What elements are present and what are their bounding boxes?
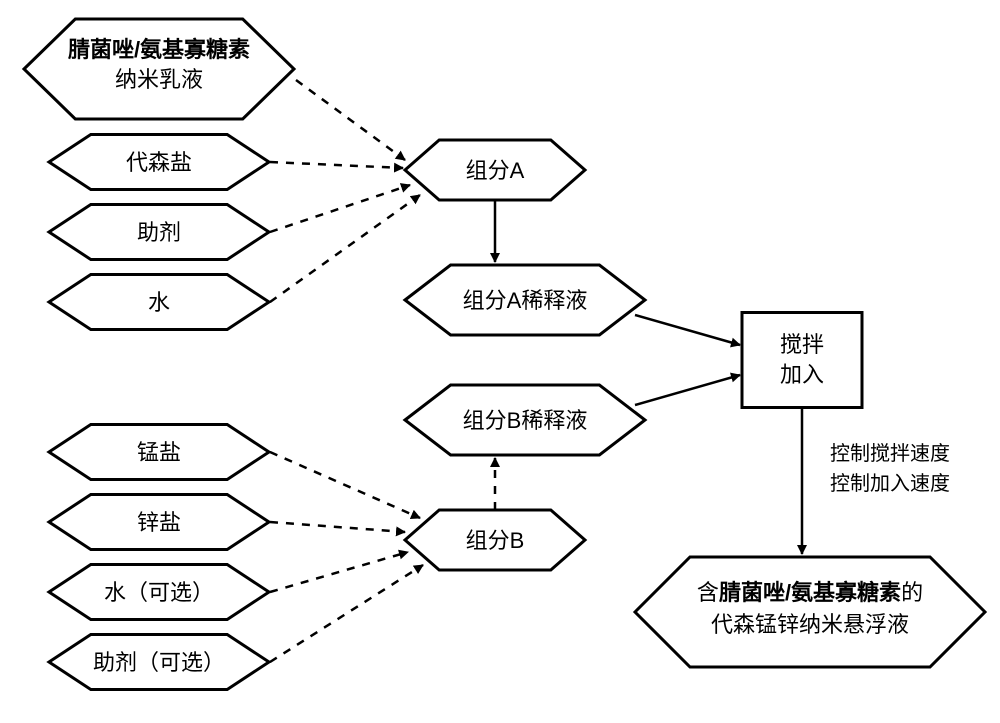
node-aux_opt: 助剂（可选） (49, 635, 269, 690)
node-label: 助剂（可选） (93, 650, 225, 675)
node-label: 含腈菌唑/氨基寡糖素的 (697, 580, 923, 605)
node-comp_b_dil: 组分B稀释液 (405, 385, 645, 455)
node-label: 加入 (780, 362, 824, 387)
edge (635, 315, 740, 345)
node-top_emulsion: 腈菌唑/氨基寡糖素纳米乳液 (24, 19, 294, 119)
node-comp_a_dil: 组分A稀释液 (405, 265, 645, 335)
edge (270, 522, 405, 532)
edge (270, 195, 420, 302)
node-label: 代森锰锌纳米悬浮液 (711, 612, 909, 637)
edge (270, 452, 420, 518)
edge (270, 162, 403, 168)
node-label: 搅拌 (780, 332, 824, 357)
edge-label: 控制加入速度 (830, 472, 950, 495)
node-label: 代森盐 (126, 150, 192, 175)
node-comp_a: 组分A (405, 140, 585, 200)
node-label: 水（可选） (104, 580, 214, 605)
node-label: 纳米乳液 (115, 67, 203, 92)
node-label: 组分B (466, 528, 525, 553)
edge (270, 552, 408, 592)
node-zn_salt: 锌盐 (49, 495, 269, 550)
node-label: 组分A (466, 158, 525, 183)
edge (296, 80, 405, 160)
node-label: 助剂 (137, 220, 181, 245)
node-stir: 搅拌加入 (742, 313, 862, 408)
node-label: 腈菌唑/氨基寡糖素 (68, 37, 250, 62)
edge (270, 185, 410, 232)
node-mn_salt: 锰盐 (49, 425, 269, 480)
node-auxiliary1: 助剂 (49, 205, 269, 260)
edge (270, 565, 423, 662)
node-comp_b: 组分B (405, 510, 585, 570)
node-water1: 水 (49, 275, 269, 330)
node-label: 锌盐 (137, 510, 181, 535)
node-label: 水 (148, 290, 170, 315)
node-label: 组分A稀释液 (463, 288, 588, 313)
node-daisen_salt: 代森盐 (49, 135, 269, 190)
node-result: 含腈菌唑/氨基寡糖素的代森锰锌纳米悬浮液 (635, 557, 985, 667)
edge-label: 控制搅拌速度 (830, 442, 950, 465)
node-water_opt: 水（可选） (49, 565, 269, 620)
node-label: 锰盐 (137, 440, 181, 465)
edge (635, 375, 740, 405)
node-label: 组分B稀释液 (463, 408, 588, 433)
